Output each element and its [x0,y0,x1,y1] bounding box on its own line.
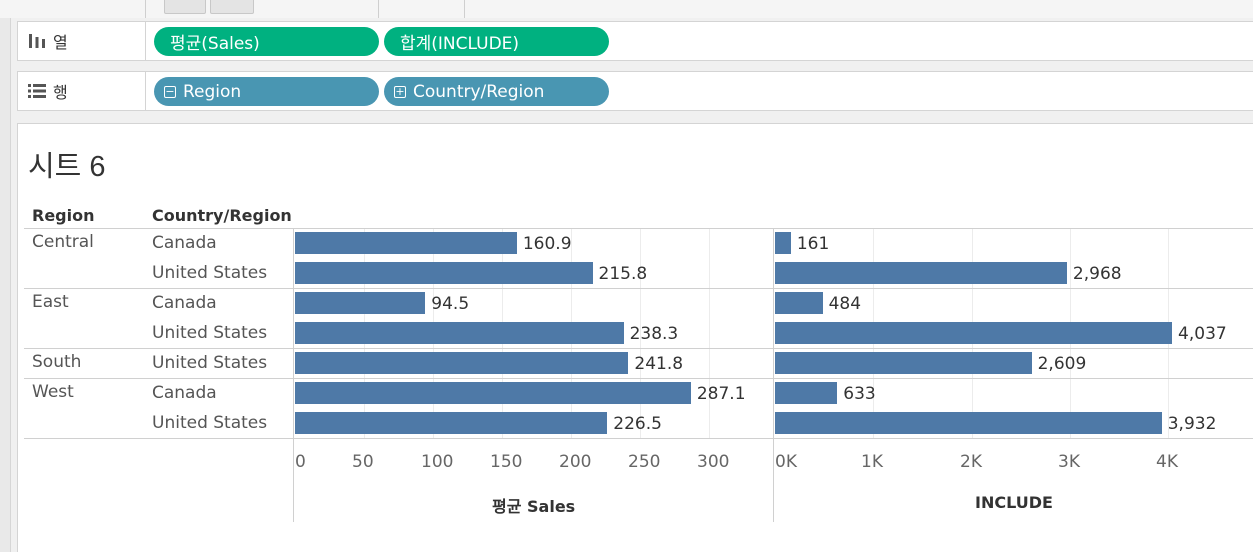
axis-tick-label: 4K [1156,452,1178,472]
bar[interactable] [295,382,691,404]
pill-country-region[interactable]: + Country/Region [384,77,609,106]
region-divider [24,288,1253,289]
axis-tick-label: 300 [697,452,730,472]
region-cell[interactable]: East [32,292,69,312]
bar-value-label: 4,037 [1178,324,1227,344]
axis-tick-label: 250 [628,452,661,472]
axis-tick-label: 0 [295,452,306,472]
country-cell[interactable]: Canada [152,293,217,313]
rows-icon [28,82,46,100]
bar[interactable] [775,232,791,254]
bar[interactable] [775,322,1173,344]
axis-tick-label: 1K [861,452,883,472]
axis-tick-label: 50 [352,452,374,472]
columns-label: 열 [53,33,68,52]
bar-value-label: 94.5 [431,294,470,314]
columns-shelf-label: 열 [18,22,146,60]
gridline [709,228,710,438]
gridline [640,228,641,438]
toolbar [0,0,1253,18]
axis-title: 평균 Sales [492,497,576,516]
side-panel-edge [0,18,11,552]
region-divider [24,348,1253,349]
rows-shelf[interactable]: 행 − Region + Country/Region [17,71,1253,111]
bar[interactable] [775,352,1032,374]
pane-axis-line [773,228,774,522]
bar[interactable] [775,262,1067,284]
pill-label: Region [183,81,242,102]
pill-region[interactable]: − Region [154,77,379,106]
pill-label: 합계(INCLUDE) [400,34,520,54]
pill-label: Country/Region [413,81,545,102]
bar-value-label: 160.9 [522,234,572,254]
country-cell[interactable]: United States [152,413,268,433]
columns-icon [28,32,46,50]
pill-avg-sales[interactable]: 평균(Sales) [154,27,379,56]
bar[interactable] [295,262,593,284]
bar-value-label: 241.8 [634,354,684,374]
region-cell[interactable]: South [32,352,82,372]
header-divider [24,228,1253,229]
bar-value-label: 484 [828,294,862,314]
rows-shelf-label: 행 [18,72,146,110]
columns-shelf[interactable]: 열 평균(Sales) 합계(INCLUDE) [17,21,1253,61]
table-bottom [24,438,1253,439]
pane-axis-line [293,228,294,522]
region-divider [24,378,1253,379]
pill-label: 평균(Sales) [170,34,260,54]
country-cell[interactable]: Canada [152,383,217,403]
bar-value-label: 3,932 [1167,414,1217,434]
country-cell[interactable]: United States [152,353,268,373]
bar-value-label: 633 [843,384,876,404]
bar[interactable] [775,412,1162,434]
bar-value-label: 287.1 [696,384,746,404]
bar[interactable] [775,382,838,404]
rows-label: 행 [53,83,68,102]
toolbar-button[interactable] [164,0,206,14]
axis-title: INCLUDE [975,493,1053,512]
sheet-title: 시트 6 [28,151,106,183]
bar[interactable] [775,292,823,314]
axis-tick-label: 0K [775,452,797,472]
bar[interactable] [295,412,608,434]
bar-value-label: 226.5 [613,414,662,434]
axis-tick-label: 3K [1058,452,1080,472]
header-region[interactable]: Region [32,206,95,225]
region-cell[interactable]: Central [32,232,94,252]
bar[interactable] [295,292,426,314]
country-cell[interactable]: United States [152,263,268,283]
toolbar-separator [464,0,465,18]
toolbar-separator [378,0,379,18]
collapse-icon[interactable]: − [164,85,176,98]
axis-tick-label: 150 [490,452,523,472]
bar-value-label: 161 [796,234,830,254]
region-cell[interactable]: West [32,382,74,402]
bar-value-label: 2,968 [1072,264,1122,284]
bar[interactable] [295,322,624,344]
bar[interactable] [295,232,517,254]
expand-icon[interactable]: + [394,85,406,98]
bar-value-label: 238.3 [629,324,679,344]
country-cell[interactable]: United States [152,323,268,343]
country-cell[interactable]: Canada [152,233,217,253]
axis-tick-label: 100 [421,452,454,472]
axis-tick-label: 200 [559,452,592,472]
bar-value-label: 215.8 [598,264,648,284]
toolbar-button[interactable] [210,0,254,14]
header-country-region[interactable]: Country/Region [152,206,292,225]
bar[interactable] [295,352,629,374]
bar-value-label: 2,609 [1037,354,1087,374]
axis-tick-label: 2K [960,452,982,472]
toolbar-separator [145,0,146,18]
pill-sum-include[interactable]: 합계(INCLUDE) [384,27,609,56]
